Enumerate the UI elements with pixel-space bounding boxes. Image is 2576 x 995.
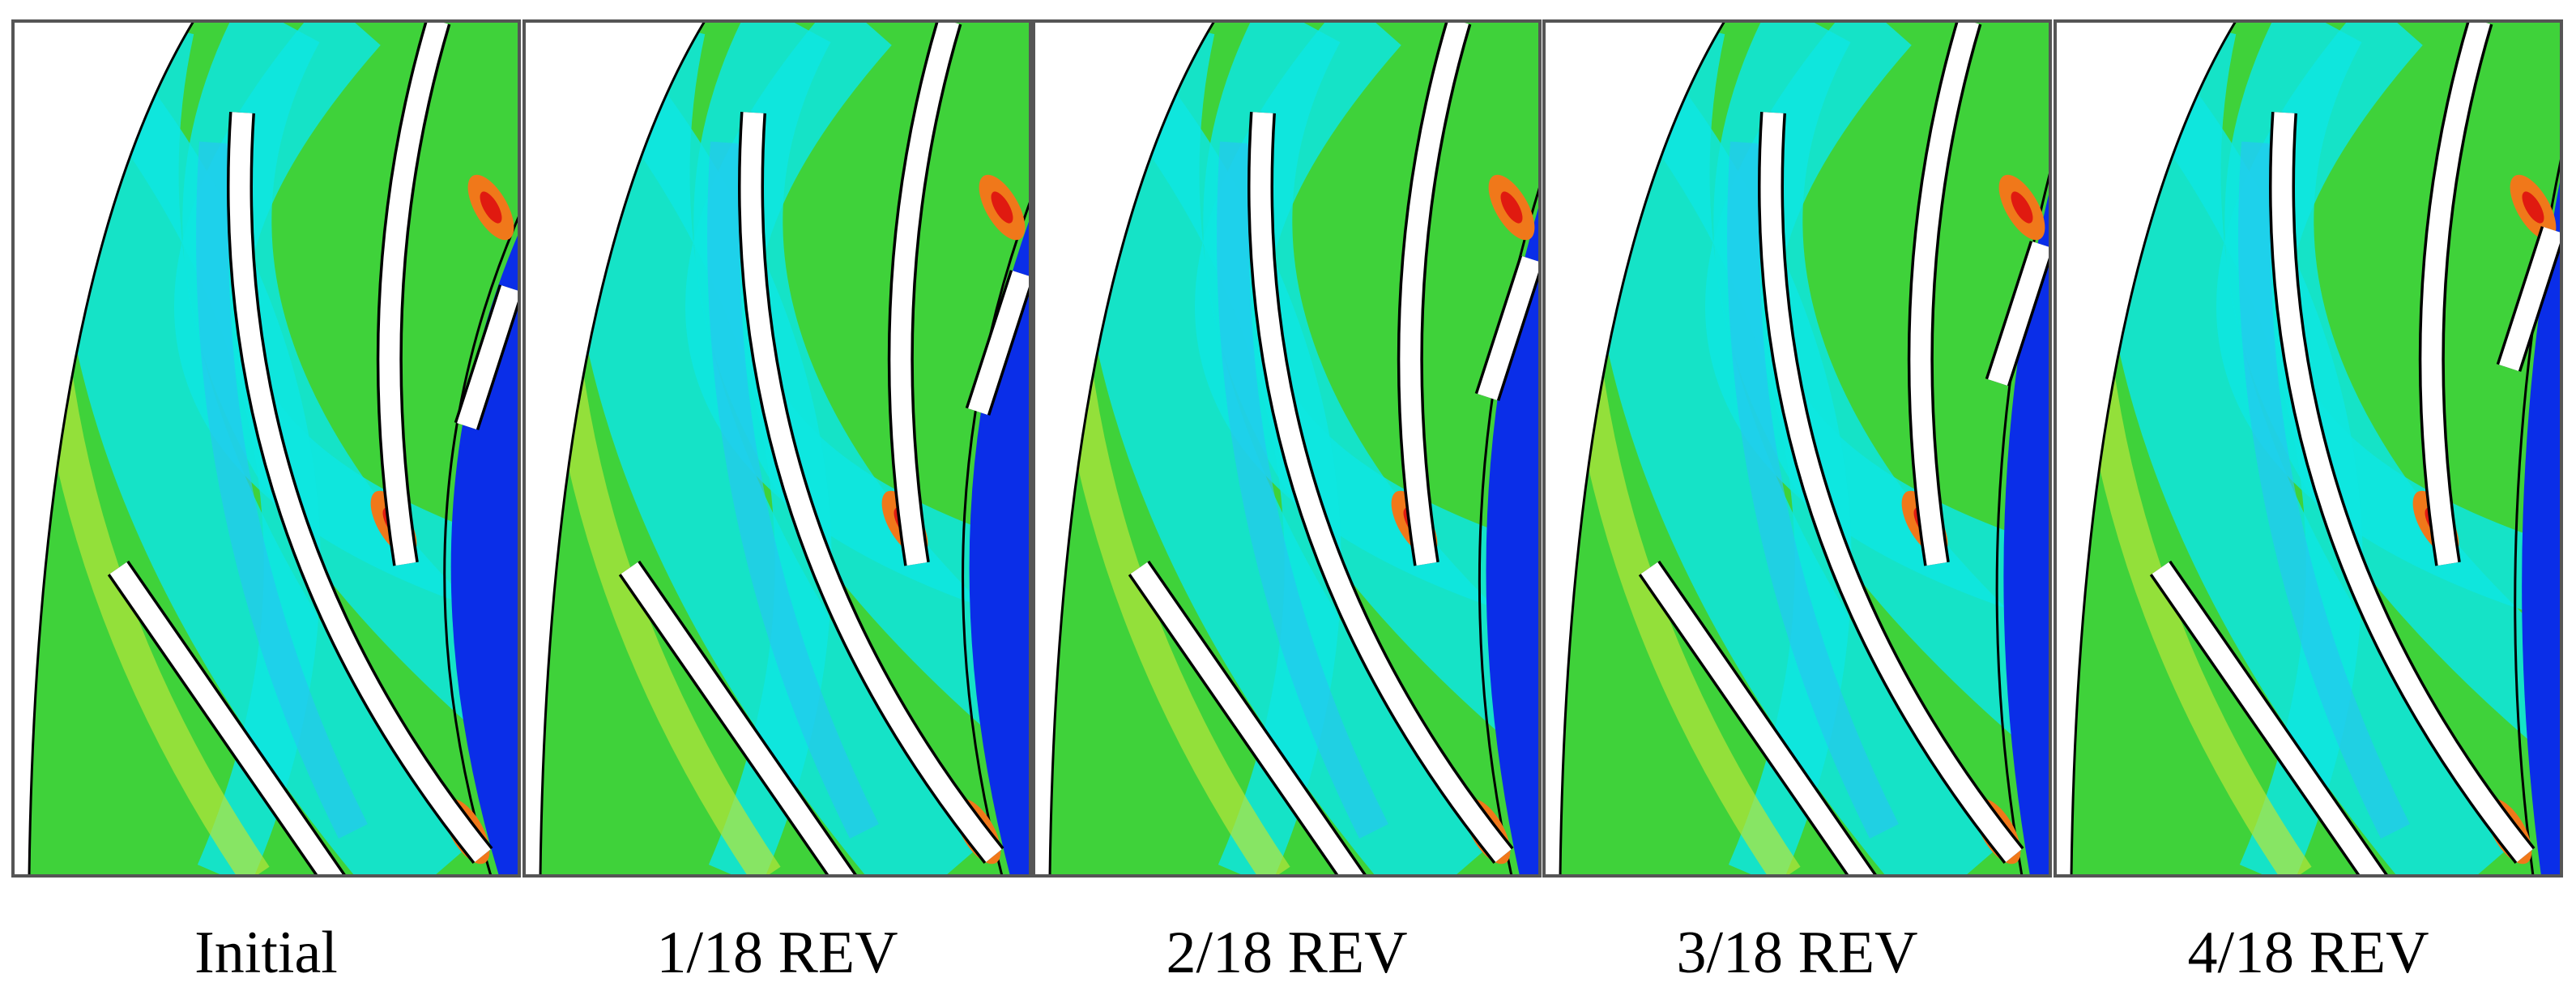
outer-arc: [1559, 21, 1726, 876]
panel-frame: [1542, 19, 2052, 878]
blade: [379, 21, 448, 566]
blade: [740, 112, 1002, 862]
blade: [1640, 562, 1874, 876]
flow-band: [707, 141, 879, 839]
contour-panel: [1544, 21, 2050, 876]
blade: [890, 21, 959, 566]
outer-region: [524, 21, 705, 876]
outer-arc: [28, 21, 195, 876]
flow-band: [1727, 141, 1899, 839]
low-region: [969, 217, 1030, 876]
blade: [2271, 112, 2533, 862]
panel-label: Initial: [194, 920, 338, 986]
panel-frame: [2054, 19, 2563, 878]
flow-band: [1217, 141, 1388, 839]
outer-arc: [2070, 21, 2237, 876]
flow-band: [2238, 141, 2410, 839]
panel-label: 4/18 REV: [2187, 920, 2429, 986]
panel-label: 1/18 REV: [656, 920, 898, 986]
contour-panel: [2055, 21, 2561, 876]
low-region: [1486, 203, 1540, 876]
low-region: [2522, 173, 2561, 876]
panel-frame: [1032, 19, 1542, 878]
inner-arc: [443, 215, 519, 876]
outer-region: [2055, 21, 2236, 876]
low-region: [450, 232, 519, 876]
blade: [1478, 256, 1540, 400]
outer-region: [1544, 21, 1725, 876]
outer-region: [1034, 21, 1214, 876]
hot-core: [1500, 191, 1523, 224]
panel-label: 3/18 REV: [1676, 920, 1917, 986]
blade: [621, 562, 855, 876]
blade: [2421, 21, 2490, 566]
blade: [229, 112, 491, 862]
panel-frame: [11, 19, 521, 878]
contour-panel: [1034, 21, 1540, 876]
hot-core: [991, 191, 1013, 224]
blade: [2499, 227, 2561, 371]
outer-arc: [1048, 21, 1216, 876]
inner-arc: [962, 200, 1030, 876]
blade: [1400, 21, 1469, 566]
blade: [968, 271, 1030, 415]
outer-region: [13, 21, 194, 876]
hot-core: [2522, 191, 2544, 224]
low-region: [2003, 188, 2050, 876]
flow-band: [196, 141, 368, 839]
blade: [1910, 21, 1979, 566]
outer-arc: [539, 21, 706, 876]
blade: [1250, 112, 1512, 862]
blade: [1988, 241, 2050, 386]
blade: [1130, 562, 1364, 876]
blade: [457, 285, 519, 429]
hot-core: [480, 191, 502, 224]
panel-label: 2/18 REV: [1166, 920, 1407, 986]
contour-panel: [13, 21, 519, 876]
blade: [2152, 562, 2386, 876]
panel-frame: [522, 19, 1032, 878]
contour-panel: [524, 21, 1030, 876]
hot-core: [2011, 191, 2033, 224]
blade: [109, 562, 343, 876]
blade: [1760, 112, 2022, 862]
